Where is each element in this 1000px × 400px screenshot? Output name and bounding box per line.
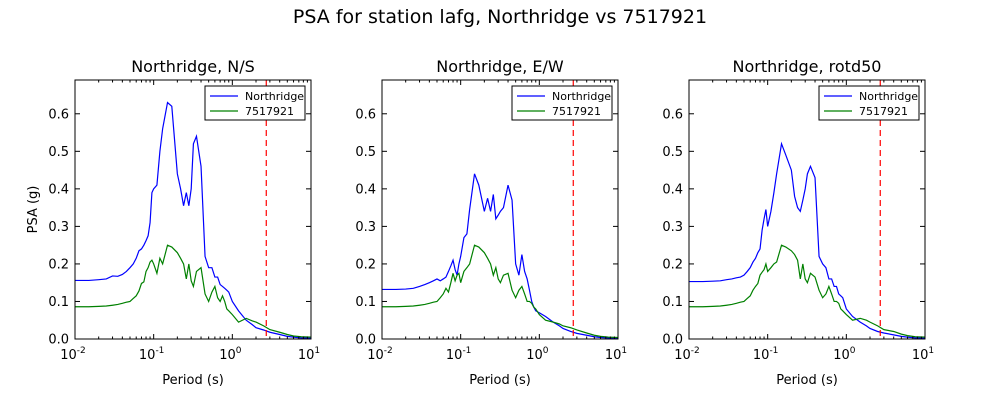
- y-tick-label: 0.4: [355, 182, 376, 197]
- x-tick-label: 101: [298, 346, 320, 363]
- y-tick-label: 0.5: [662, 145, 683, 160]
- subplot-ew: Northridge, E/W0.00.10.20.30.40.50.610-2…: [355, 57, 627, 388]
- y-tick-label: 0.6: [48, 107, 69, 122]
- x-tick-exponent: 0: [850, 346, 856, 356]
- x-tick-base: 10: [367, 348, 384, 363]
- x-tick-label: 10-2: [674, 346, 700, 363]
- legend: Northridge 7517921: [818, 85, 920, 121]
- subplot-title: Northridge, E/W: [436, 57, 564, 76]
- x-tick-label: 100: [219, 346, 242, 363]
- y-tick-label: 0.6: [662, 107, 683, 122]
- legend-label: 7517921: [859, 105, 908, 118]
- x-tick-exponent: 0: [236, 346, 242, 356]
- x-tick-base: 10: [605, 348, 622, 363]
- subplot-rotd50: Northridge, rotd50 0.0 0.1 0.2 0.3 0.4 0.5 0.6 1…: [662, 57, 934, 388]
- y-tick-label: 0.2: [355, 257, 376, 272]
- axes-frame: [688, 79, 926, 340]
- y-tick-label: 0.5: [48, 145, 69, 160]
- x-tick-base: 10: [833, 348, 850, 363]
- y-tick-label: 0.0: [355, 333, 376, 348]
- y-tick-label: 0.0: [662, 333, 683, 348]
- x-tick-exponent: 0: [543, 346, 549, 356]
- x-tick-label: 10-2: [60, 346, 86, 363]
- y-tick-label: 0.3: [355, 220, 376, 235]
- x-axis-label: Period (s): [469, 373, 531, 388]
- subplot-ns: Northridge, N/S0.00.10.20.30.40.50.610-2…: [26, 57, 320, 388]
- y-tick-label: 0.1: [662, 295, 683, 310]
- y-tick-label: 0.4: [48, 182, 69, 197]
- x-tick-base: 10: [298, 348, 315, 363]
- series-line-northridge: [75, 101, 311, 339]
- axes-frame: [74, 79, 312, 340]
- x-tick-label: 10-1: [139, 346, 165, 363]
- x-tick-base: 10: [139, 348, 156, 363]
- x-tick-exponent: -1: [155, 346, 164, 356]
- x-tick-base: 10: [446, 348, 463, 363]
- y-axis-label: PSA (g): [26, 186, 41, 234]
- legend-label: 7517921: [552, 105, 601, 118]
- x-tick-base: 10: [60, 348, 77, 363]
- x-tick-exponent: -2: [77, 346, 86, 356]
- series-line-northridge: [382, 173, 618, 339]
- y-tick-label: 0.3: [662, 220, 683, 235]
- x-axis-label: Period (s): [162, 373, 224, 388]
- x-tick-base: 10: [912, 348, 929, 363]
- x-tick-base: 10: [526, 348, 543, 363]
- legend-box: [511, 85, 613, 121]
- x-tick-label: 101: [912, 346, 934, 363]
- y-tick-label: 0.3: [48, 220, 69, 235]
- x-tick-exponent: 1: [928, 346, 934, 356]
- y-tick-label: 0.5: [355, 145, 376, 160]
- series-line-northridge: [689, 141, 925, 339]
- x-tick-base: 10: [219, 348, 236, 363]
- x-tick-exponent: 1: [621, 346, 627, 356]
- subplot-title: Northridge, N/S: [131, 57, 255, 76]
- x-tick-label: 100: [526, 346, 549, 363]
- legend-label: Northridge: [859, 90, 918, 103]
- x-tick-label: 10-1: [753, 346, 779, 363]
- x-tick-base: 10: [753, 348, 770, 363]
- x-tick-label: 10-1: [446, 346, 472, 363]
- legend-box: [818, 85, 920, 121]
- legend-box: [204, 85, 306, 121]
- series-line-7517921: [689, 244, 925, 338]
- legend-label: Northridge: [245, 90, 304, 103]
- subplot-title: Northridge, rotd50: [733, 57, 882, 76]
- series-line-7517921: [382, 244, 618, 339]
- x-tick-exponent: -1: [769, 346, 778, 356]
- y-tick-label: 0.2: [48, 257, 69, 272]
- x-tick-label: 100: [833, 346, 856, 363]
- y-tick-label: 0.4: [662, 182, 683, 197]
- legend: Northridge 7517921: [511, 85, 613, 121]
- y-tick-label: 0.6: [355, 107, 376, 122]
- x-tick-exponent: 1: [314, 346, 320, 356]
- y-tick-label: 0.2: [662, 257, 683, 272]
- figure-suptitle: PSA for station lafg, Northridge vs 7517…: [293, 6, 707, 28]
- x-tick-base: 10: [674, 348, 691, 363]
- y-tick-label: 0.1: [355, 295, 376, 310]
- x-tick-label: 101: [605, 346, 627, 363]
- x-tick-label: 10-2: [367, 346, 393, 363]
- x-tick-exponent: -2: [691, 346, 700, 356]
- x-tick-exponent: -2: [384, 346, 393, 356]
- legend: Northridge 7517921: [204, 85, 306, 121]
- axes-frame: [381, 79, 619, 340]
- series-line-7517921: [75, 244, 311, 338]
- y-tick-label: 0.1: [48, 295, 69, 310]
- legend-label: 7517921: [245, 105, 294, 118]
- x-tick-exponent: -1: [462, 346, 471, 356]
- y-tick-label: 0.0: [48, 333, 69, 348]
- x-axis-label: Period (s): [776, 373, 838, 388]
- legend-label: Northridge: [552, 90, 611, 103]
